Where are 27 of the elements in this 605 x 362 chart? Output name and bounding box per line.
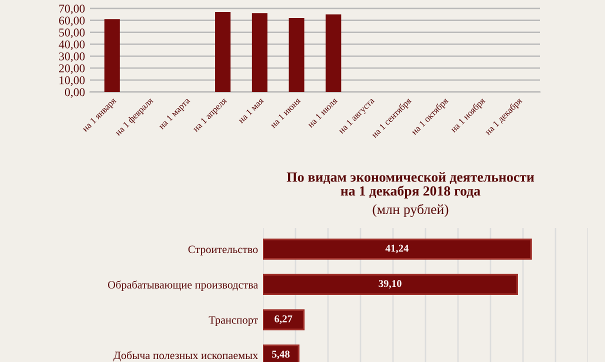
data-label: 41,24 bbox=[385, 244, 409, 254]
y-tick-label: 40,00 bbox=[58, 40, 85, 50]
chart-title: По видам экономической деятельности на 1 декабря 2018 года bbox=[286, 172, 534, 198]
bar bbox=[263, 274, 518, 296]
data-label: 39,10 bbox=[378, 280, 402, 289]
y-tick-label: 10,00 bbox=[60, 76, 85, 86]
y-tick-label: Строительство bbox=[188, 246, 258, 256]
data-label: 5,48 bbox=[272, 350, 290, 360]
bar bbox=[104, 19, 120, 92]
y-tick-label: 50,00 bbox=[59, 28, 85, 38]
x-tick-label: на 1 мая bbox=[238, 97, 264, 124]
y-tick-label: 20,00 bbox=[59, 64, 85, 74]
bar bbox=[252, 13, 268, 92]
y-tick-label: 0,00 bbox=[64, 88, 85, 98]
y-tick-label: Обрабатывающие производства bbox=[108, 280, 258, 291]
y-tick-label: Добыча полезных ископаемых bbox=[113, 351, 258, 362]
bar bbox=[263, 238, 532, 260]
chart-subtitle: (млн рублей) bbox=[372, 204, 448, 217]
bar bbox=[288, 18, 304, 92]
y-tick-label: Транспорт bbox=[208, 316, 258, 326]
y-tick-label: 60,00 bbox=[59, 16, 85, 26]
bar bbox=[326, 14, 342, 92]
y-tick-label: 30,00 bbox=[59, 52, 85, 62]
bar bbox=[263, 309, 305, 330]
y-tick-label: 70,00 bbox=[59, 4, 85, 14]
data-label: 6,27 bbox=[274, 315, 292, 324]
bar bbox=[215, 12, 231, 92]
